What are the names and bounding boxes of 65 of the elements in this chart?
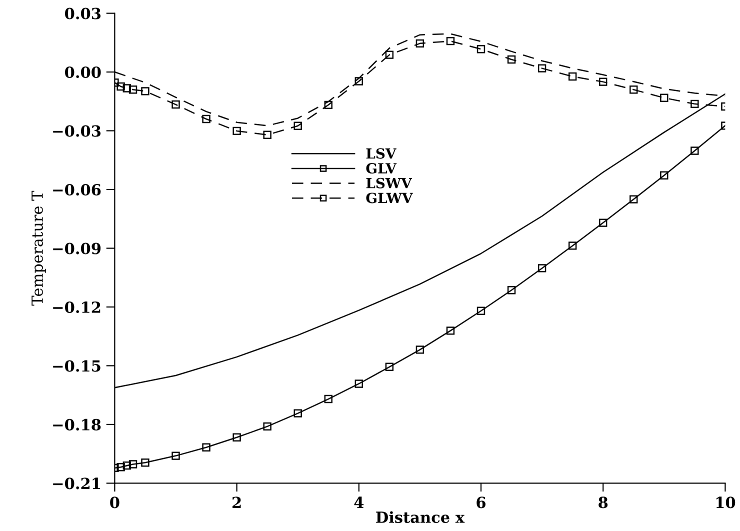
point <box>599 78 608 86</box>
point <box>232 126 241 136</box>
y-tick-label: −0.18 <box>53 418 101 430</box>
point <box>690 100 699 108</box>
point <box>202 443 210 452</box>
point <box>141 87 150 96</box>
y-tick-label: −0.15 <box>53 360 100 372</box>
point <box>141 458 150 467</box>
point <box>128 86 138 94</box>
legend-label: LSWV <box>366 178 412 188</box>
legend-label: GLV <box>366 163 397 174</box>
point <box>660 171 668 180</box>
point <box>630 86 638 94</box>
legend-label: LSV <box>366 148 396 159</box>
point <box>122 461 132 470</box>
point <box>446 326 455 335</box>
point <box>232 433 241 442</box>
point <box>568 242 577 250</box>
y-axis-title: Temperature T <box>32 190 46 306</box>
point <box>128 460 138 468</box>
y-tick-label: −0.12 <box>53 301 100 314</box>
point <box>122 84 132 92</box>
point <box>116 82 125 91</box>
y-tick-label: −0.09 <box>53 242 101 254</box>
point <box>385 362 394 371</box>
point <box>507 55 516 64</box>
point <box>568 72 577 81</box>
x-tick-label: 10 <box>716 496 736 508</box>
point <box>446 36 455 46</box>
x-tick-label: 8 <box>598 496 608 508</box>
point <box>324 394 332 404</box>
point <box>263 422 272 431</box>
point <box>416 346 424 354</box>
point <box>599 218 608 227</box>
point <box>172 452 180 460</box>
point <box>354 77 363 86</box>
point <box>116 463 125 472</box>
point <box>294 409 302 418</box>
x-tick-label: 6 <box>476 496 486 508</box>
point <box>538 264 546 272</box>
point <box>385 50 394 59</box>
point <box>324 100 332 110</box>
point <box>172 100 180 109</box>
point <box>690 146 699 155</box>
y-tick-label: 0.00 <box>65 66 101 78</box>
y-tick-label: −0.06 <box>53 184 101 196</box>
point <box>263 130 272 139</box>
point <box>538 64 546 72</box>
point <box>476 306 486 315</box>
x-tick-label: 2 <box>232 496 241 508</box>
point <box>507 286 516 294</box>
y-tick-label: 0.03 <box>65 8 101 20</box>
point <box>202 114 210 124</box>
point <box>354 380 363 388</box>
point <box>294 122 302 130</box>
legend-label: GLWV <box>366 192 413 204</box>
point <box>416 39 424 48</box>
y-tick-label: −0.03 <box>53 125 101 137</box>
point <box>476 45 486 54</box>
x-tick-label: 4 <box>354 496 364 508</box>
point <box>630 195 638 204</box>
point <box>660 94 668 102</box>
x-tick-label: 0 <box>110 496 120 508</box>
y-tick-label: −0.21 <box>53 478 100 490</box>
x-axis-title: Distance x <box>376 511 465 524</box>
